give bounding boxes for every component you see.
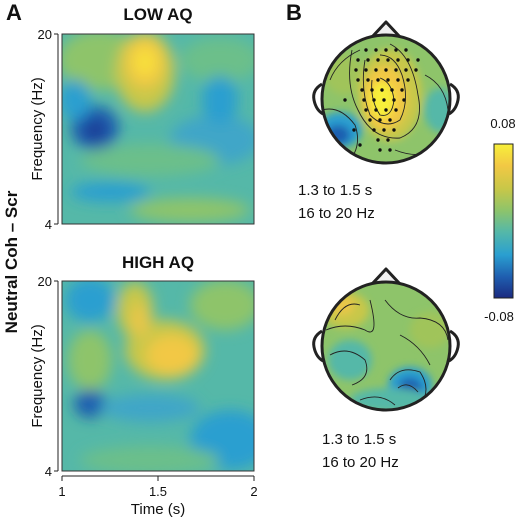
topomap-high-aq: [312, 267, 460, 412]
high-aq-heatmap: [61, 280, 255, 472]
high-y-axis-label: Frequency (Hz): [29, 324, 46, 427]
low-y-axis-label: Frequency (Hz): [29, 77, 46, 180]
topo-low-time-window: 1.3 to 1.5 s: [298, 182, 372, 199]
x-tick-1-5: 1.5: [149, 484, 167, 499]
colorbar-min-label: -0.08: [484, 309, 514, 324]
low-aq-title: LOW AQ: [123, 5, 192, 24]
x-axis-label: Time (s): [131, 501, 185, 518]
low-y-tick-max: 20: [38, 27, 52, 42]
high-y-tick-min: 4: [45, 464, 52, 479]
topo-high-freq-band: 16 to 20 Hz: [322, 454, 399, 471]
condition-side-label: Neutral Coh – Scr: [2, 190, 21, 333]
panel-letter-a: A: [6, 0, 22, 25]
x-axis: 1 1.5 2 Time (s): [58, 475, 258, 518]
x-tick-2: 2: [250, 484, 257, 499]
low-aq-heatmap: [61, 33, 255, 225]
colorbar-max-label: 0.08: [490, 116, 515, 131]
topo-low-freq-band: 16 to 20 Hz: [298, 205, 375, 222]
topo-high-time-window: 1.3 to 1.5 s: [322, 431, 396, 448]
low-y-tick-min: 4: [45, 217, 52, 232]
high-y-tick-max: 20: [38, 274, 52, 289]
high-aq-title: HIGH AQ: [122, 253, 194, 272]
topomap-low-aq: [312, 20, 460, 165]
high-aq-y-axis: 20 4 Frequency (Hz): [29, 274, 59, 479]
colorbar: 0.08 -0.08: [484, 116, 515, 324]
low-aq-y-axis: 20 4 Frequency (Hz): [29, 27, 59, 232]
x-tick-1: 1: [58, 484, 65, 499]
panel-letter-b: B: [286, 0, 302, 25]
